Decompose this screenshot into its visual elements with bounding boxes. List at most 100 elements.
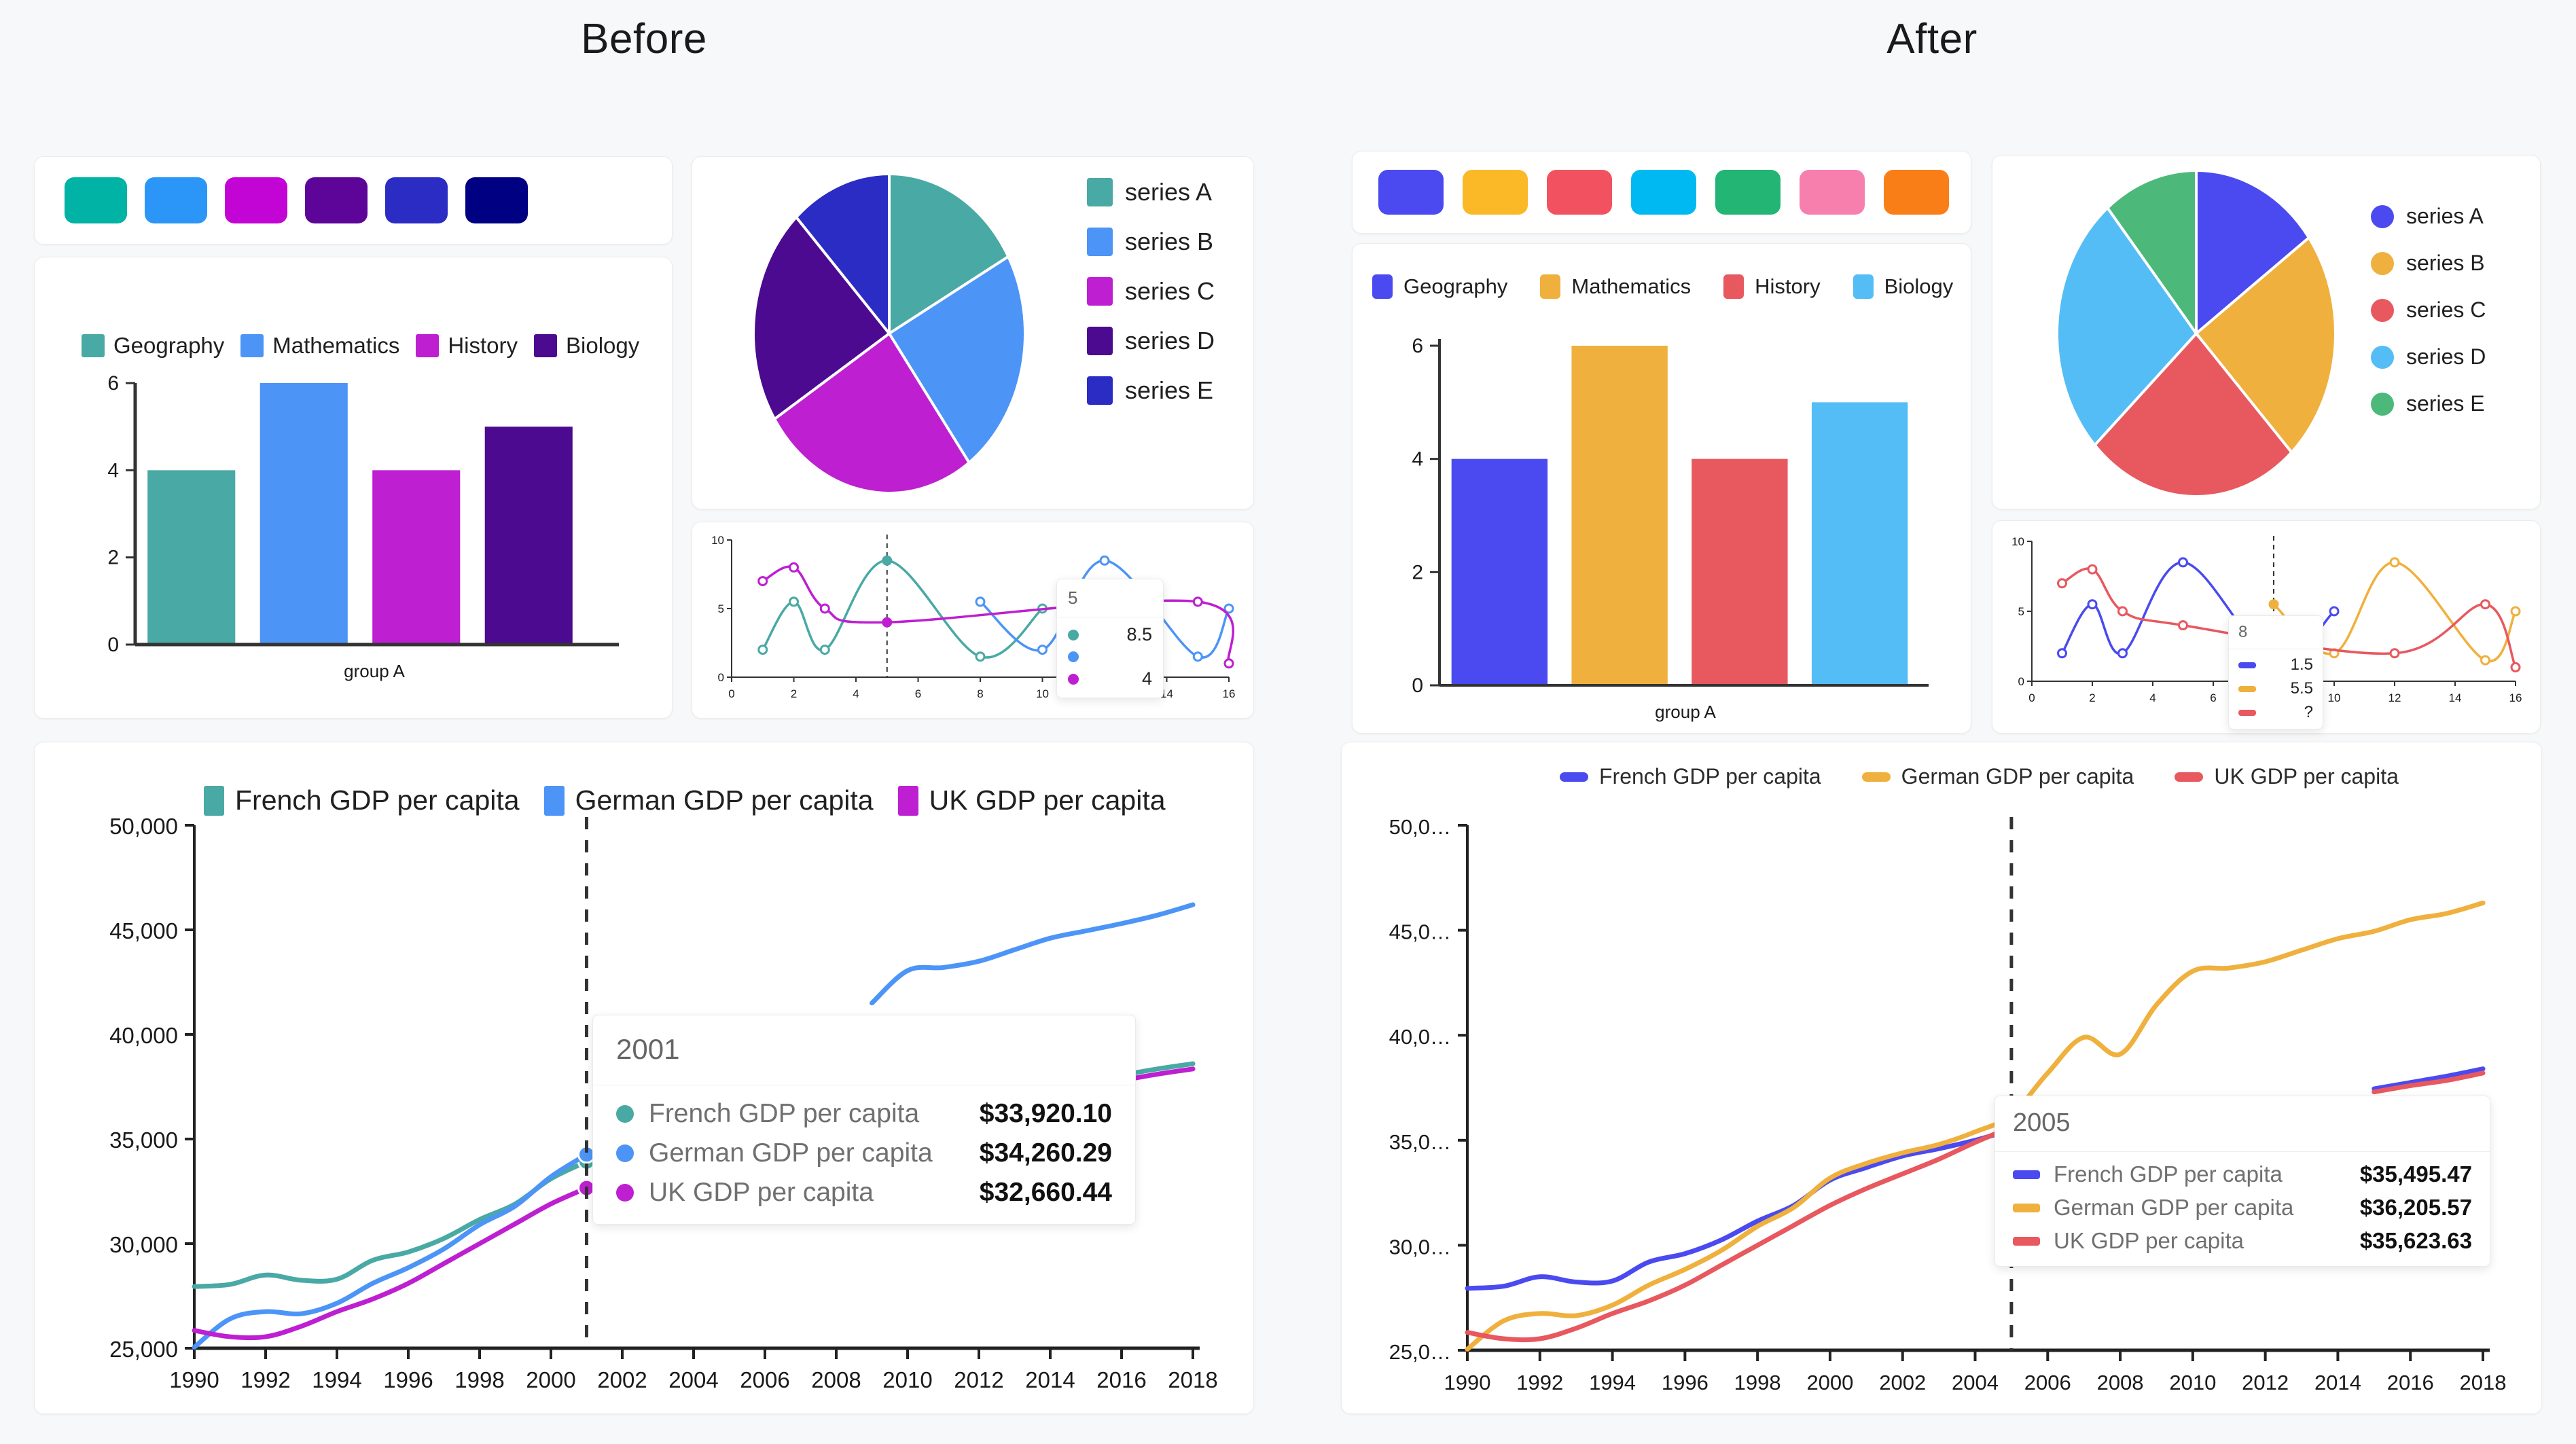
before-gdp-line[interactable]	[870, 902, 1196, 1006]
after-pie-slice-series-b[interactable]	[2194, 235, 2337, 455]
after-gdp-legend-item[interactable]: German GDP per capita	[1861, 764, 2134, 789]
after-pie-legend-item[interactable]: series C	[2371, 297, 2486, 323]
bar-biology[interactable]	[484, 427, 573, 645]
before-palette-swatch-5[interactable]	[465, 177, 528, 223]
before-gdp-legend-item[interactable]: UK GDP per capita	[897, 784, 1166, 816]
before-miniline-point[interactable]	[882, 555, 893, 566]
after-miniline-point[interactable]	[2480, 655, 2490, 666]
before-pie-slice-series-c[interactable]	[772, 331, 971, 495]
after-pie-slice-series-c[interactable]	[2092, 331, 2293, 498]
before-miniline-point[interactable]	[1223, 603, 1234, 614]
before-miniline-point[interactable]	[1223, 658, 1234, 669]
before-gdp-line[interactable]	[192, 1185, 589, 1341]
after-gdp-chart[interactable]: 25,0… 30,0… 35,0… 40,0… 45,0… 50,0… 1990 1992 19…	[1342, 742, 2541, 1413]
after-miniline-point[interactable]	[2057, 648, 2067, 659]
after-gdp-line[interactable]	[1465, 1127, 2014, 1291]
after-gdp-line[interactable]	[1465, 1125, 2014, 1343]
after-gdp-line[interactable]	[1465, 900, 2486, 1352]
bar-biology[interactable]	[1811, 402, 1908, 685]
after-pie-legend-item[interactable]: series B	[2371, 251, 2485, 276]
before-pie-legend-item[interactable]: series D	[1087, 327, 1215, 355]
before-bar-legend-item[interactable]: Mathematics	[240, 333, 399, 359]
after-miniline-point[interactable]	[2480, 599, 2490, 610]
before-miniline-point[interactable]	[789, 562, 799, 573]
after-palette-swatch-2[interactable]	[1547, 170, 1612, 215]
before-bar-chart[interactable]: 0 2 4 6 group A	[35, 257, 672, 718]
before-pie-slice-series-e[interactable]	[794, 172, 891, 338]
after-miniline-point[interactable]	[2117, 648, 2128, 659]
before-gdp-line[interactable]	[192, 1159, 589, 1289]
before-palette-swatch-1[interactable]	[145, 177, 207, 223]
after-miniline-point[interactable]	[2178, 620, 2188, 631]
before-pie-legend-item[interactable]: series A	[1087, 178, 1212, 206]
before-bar-legend-item[interactable]: Geography	[82, 333, 224, 359]
after-miniline-point[interactable]	[2510, 606, 2521, 617]
after-pie-slice-series-e[interactable]	[2105, 168, 2198, 338]
before-miniline-point[interactable]	[1037, 645, 1048, 655]
before-pie-chart[interactable]	[692, 157, 1253, 509]
after-pie-slice-series-a[interactable]	[2195, 168, 2311, 337]
before-palette-swatch-4[interactable]	[385, 177, 448, 223]
bar-mathematics[interactable]	[1571, 346, 1668, 685]
before-miniline-point[interactable]	[1192, 651, 1203, 662]
before-miniline-chart[interactable]: 05100246810121416	[692, 522, 1253, 718]
after-bar-legend-item[interactable]: Mathematics	[1540, 274, 1691, 299]
after-bar-legend-item[interactable]: Biology	[1853, 274, 1953, 299]
after-miniline-point[interactable]	[2510, 662, 2521, 672]
before-pie-slice-series-a[interactable]	[888, 172, 1010, 336]
after-pie-legend-item[interactable]: series A	[2371, 204, 2484, 229]
after-palette-swatch-6[interactable]	[1884, 170, 1949, 215]
before-pie-legend-item[interactable]: series C	[1087, 277, 1215, 306]
before-miniline-point[interactable]	[975, 651, 986, 662]
before-miniline-point[interactable]	[757, 645, 768, 655]
before-miniline-point[interactable]	[819, 603, 830, 614]
after-pie-legend-item[interactable]: series E	[2371, 391, 2485, 416]
after-bar-legend-item[interactable]: History	[1723, 274, 1821, 299]
after-palette-swatch-3[interactable]	[1631, 170, 1696, 215]
bar-history[interactable]	[1692, 458, 1788, 685]
before-miniline-point[interactable]	[757, 576, 768, 587]
after-gdp-legend-item[interactable]: French GDP per capita	[1560, 764, 1821, 789]
before-miniline-point[interactable]	[819, 645, 830, 655]
before-gdp-legend-item[interactable]: German GDP per capita	[543, 784, 874, 816]
after-gdp-line[interactable]	[2372, 1070, 2486, 1095]
before-pie-legend-item[interactable]: series B	[1087, 228, 1213, 256]
before-bar-legend-item[interactable]: Biology	[534, 333, 639, 359]
before-miniline-line-teal[interactable]	[762, 559, 1044, 659]
before-palette-swatch-3[interactable]	[305, 177, 368, 223]
bar-mathematics[interactable]	[260, 383, 348, 645]
after-palette-swatch-4[interactable]	[1715, 170, 1781, 215]
after-miniline-point[interactable]	[2178, 557, 2188, 568]
before-miniline-point[interactable]	[882, 617, 893, 628]
before-pie-slice-series-b[interactable]	[887, 254, 1026, 465]
after-pie-legend-item[interactable]: series D	[2371, 344, 2486, 369]
after-miniline-point[interactable]	[2389, 648, 2400, 659]
before-gdp-legend-item[interactable]: French GDP per capita	[204, 784, 520, 816]
after-bar-chart[interactable]: 0 2 4 6 group A	[1353, 244, 1971, 733]
after-miniline-point[interactable]	[2329, 606, 2340, 617]
after-miniline-point[interactable]	[2087, 599, 2098, 610]
before-miniline-point[interactable]	[789, 596, 799, 607]
before-miniline-point[interactable]	[975, 596, 986, 607]
bar-history[interactable]	[372, 470, 461, 645]
before-gdp-chart[interactable]: 25,000 30,000 35,000 40,000 45,000 50,000 1990…	[35, 742, 1253, 1413]
after-palette-swatch-0[interactable]	[1378, 170, 1444, 215]
after-miniline-point[interactable]	[2057, 578, 2067, 589]
before-miniline-point[interactable]	[1192, 596, 1203, 607]
after-miniline-point[interactable]	[2268, 599, 2279, 610]
after-miniline-point[interactable]	[2117, 606, 2128, 617]
after-miniline-point[interactable]	[2087, 564, 2098, 575]
before-pie-slice-series-d[interactable]	[752, 215, 891, 421]
after-miniline-point[interactable]	[2389, 557, 2400, 568]
before-pie-legend-item[interactable]: series E	[1087, 376, 1213, 405]
before-palette-swatch-2[interactable]	[225, 177, 287, 223]
before-palette-swatch-0[interactable]	[65, 177, 127, 223]
after-gdp-line[interactable]	[2372, 1066, 2486, 1091]
after-bar-legend-item[interactable]: Geography	[1372, 274, 1507, 299]
after-palette-swatch-5[interactable]	[1800, 170, 1865, 215]
after-gdp-legend-item[interactable]: UK GDP per capita	[2175, 764, 2399, 789]
bar-geography[interactable]	[1451, 458, 1548, 685]
after-pie-chart[interactable]	[1992, 156, 2540, 509]
bar-geography[interactable]	[147, 470, 236, 645]
after-palette-swatch-1[interactable]	[1463, 170, 1528, 215]
